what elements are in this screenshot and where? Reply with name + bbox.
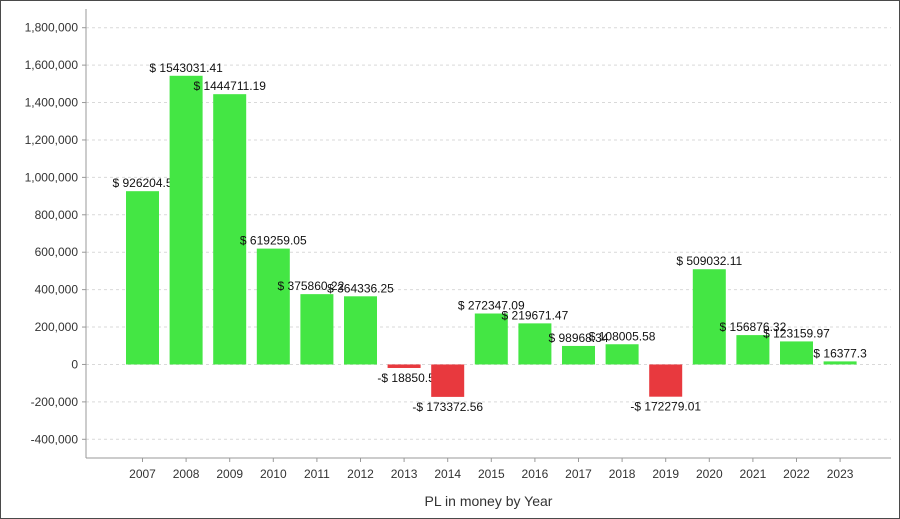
data-label-2008: $ 1543031.41 bbox=[149, 61, 223, 75]
x-tick-label: 2013 bbox=[391, 467, 418, 481]
x-tick-label: 2010 bbox=[260, 467, 287, 481]
x-tick-label: 2022 bbox=[783, 467, 810, 481]
data-label-2021: $ 156876.32 bbox=[720, 320, 787, 334]
x-tick-label: 2014 bbox=[434, 467, 461, 481]
y-tick-label: 800,000 bbox=[35, 208, 79, 222]
bar-2018 bbox=[605, 344, 639, 365]
data-label-2020: $ 509032.11 bbox=[676, 254, 742, 268]
data-label-2017: $ 98968.34 bbox=[548, 331, 608, 345]
x-tick-label: 2017 bbox=[565, 467, 592, 481]
bar-2007 bbox=[126, 191, 159, 365]
data-label-2010: $ 619259.05 bbox=[240, 234, 307, 248]
bar-2011 bbox=[300, 294, 334, 365]
y-tick-label: 0 bbox=[71, 357, 78, 371]
x-tick-label: 2019 bbox=[652, 467, 679, 481]
y-tick-label: 1,200,000 bbox=[25, 133, 79, 147]
y-tick-label: 1,600,000 bbox=[25, 58, 79, 72]
x-tick-label: 2008 bbox=[173, 467, 200, 481]
x-tick-label: 2015 bbox=[478, 467, 505, 481]
x-tick-label: 2020 bbox=[696, 467, 723, 481]
data-label-2014: -$ 173372.56 bbox=[412, 400, 483, 414]
data-label-2018: $ 108005.58 bbox=[589, 329, 656, 343]
y-tick-label: 200,000 bbox=[35, 320, 79, 334]
y-tick-label: 1,800,000 bbox=[25, 21, 79, 35]
bar-2016 bbox=[518, 323, 552, 365]
y-tick-label: 400,000 bbox=[35, 283, 79, 297]
x-tick-label: 2011 bbox=[304, 467, 330, 481]
bar-2009 bbox=[213, 94, 247, 365]
x-tick-label: 2018 bbox=[609, 467, 636, 481]
bar-2010 bbox=[256, 248, 290, 365]
data-label-2009: $ 1444711.19 bbox=[193, 79, 266, 93]
y-tick-label: 600,000 bbox=[35, 245, 79, 259]
y-tick-label: 1,000,000 bbox=[25, 170, 79, 184]
x-tick-label: 2016 bbox=[522, 467, 549, 481]
data-label-2007: $ 926204.5 bbox=[112, 176, 172, 190]
x-tick-label: 2021 bbox=[740, 467, 767, 481]
bar-2017 bbox=[562, 345, 595, 365]
data-label-2022: $ 123159.97 bbox=[763, 326, 830, 340]
x-axis-title: PL in money by Year bbox=[425, 493, 553, 509]
data-label-2023: $ 16377.3 bbox=[813, 346, 867, 360]
bar-2022 bbox=[780, 341, 813, 365]
data-label-2015: $ 272347.09 bbox=[458, 299, 525, 313]
x-tick-label: 2007 bbox=[129, 467, 156, 481]
x-tick-label: 2009 bbox=[216, 467, 243, 481]
data-label-2012: $ 364336.25 bbox=[327, 281, 394, 295]
y-tick-label: -400,000 bbox=[31, 432, 79, 446]
x-tick-label: 2012 bbox=[347, 467, 374, 481]
bar-2021 bbox=[736, 335, 770, 365]
bar-2008 bbox=[169, 75, 203, 365]
data-label-2019: -$ 172279.01 bbox=[630, 400, 701, 414]
bar-2015 bbox=[474, 313, 508, 365]
x-tick-label: 2023 bbox=[827, 467, 854, 481]
data-label-2016: $ 219671.47 bbox=[502, 308, 569, 322]
bar-2019 bbox=[649, 364, 683, 397]
data-label-2011: $ 375860.22 bbox=[278, 279, 345, 293]
bar-2012 bbox=[344, 296, 377, 365]
data-label-2013: -$ 18850.5 bbox=[377, 371, 435, 385]
bar-2023 bbox=[823, 361, 857, 365]
bar-2020 bbox=[692, 269, 726, 365]
y-tick-label: 1,400,000 bbox=[25, 96, 79, 110]
bar-2014 bbox=[431, 364, 465, 397]
y-tick-label: -200,000 bbox=[31, 395, 79, 409]
bar-2013 bbox=[387, 364, 421, 368]
